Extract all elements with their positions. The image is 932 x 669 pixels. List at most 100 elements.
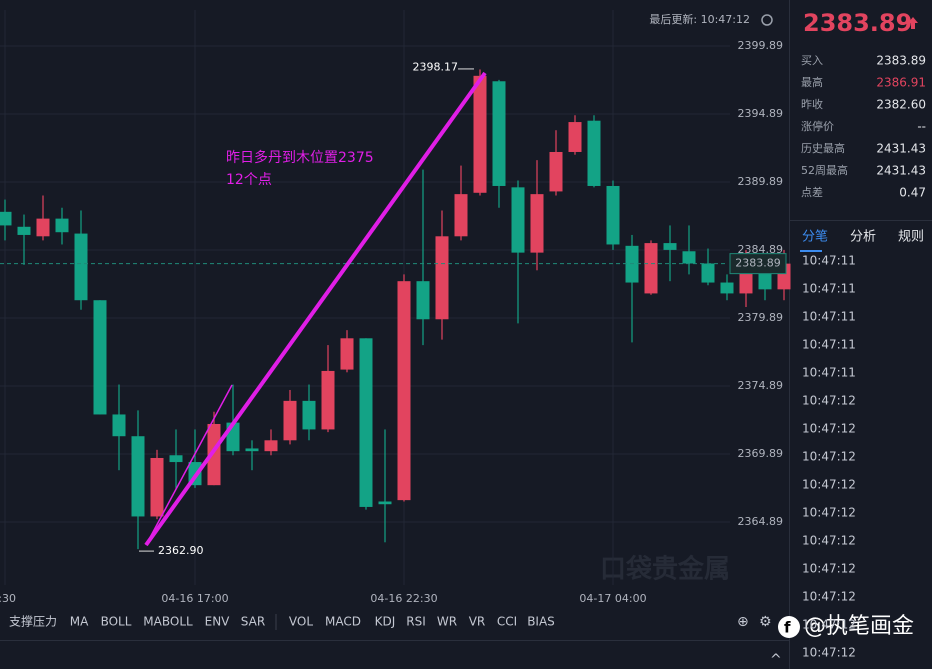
indicator-button[interactable]: CCI (497, 615, 517, 629)
candle-body (701, 263, 715, 283)
indicator-button[interactable]: MABOLL (143, 615, 193, 629)
credit: @执笔画金 (804, 614, 914, 639)
candle-body (36, 218, 50, 237)
candle-body (93, 300, 107, 415)
quote-value: 2382.60 (876, 98, 926, 112)
indicator-button[interactable]: SAR (241, 615, 265, 629)
candle-body (378, 501, 392, 505)
candle-body (150, 457, 164, 517)
indicator-button[interactable]: VR (469, 615, 486, 629)
candle-body (397, 281, 411, 501)
refresh-icon[interactable] (761, 14, 773, 26)
tick-time: 10:47:11 (802, 338, 856, 352)
tick-time: 10:47:11 (802, 282, 856, 296)
last-price-box (729, 253, 787, 275)
chart-area: 2364.89 2369.89 2374.89 2379.89 2384.89 2389.… (0, 10, 791, 605)
indicator-button[interactable]: RSI (406, 615, 426, 629)
candle-body (720, 282, 734, 294)
tick-time: 10:47:12 (802, 450, 856, 464)
last-price-label: 2383.89 (735, 257, 781, 270)
candle-body (644, 243, 658, 294)
candle-body (302, 400, 316, 430)
candle-body (473, 75, 487, 193)
candle-body (454, 194, 468, 237)
tab[interactable]: 分笔 (802, 229, 828, 245)
quote-label: 点差 (801, 185, 823, 199)
tick-time: 10:47:12 (802, 618, 856, 632)
indicator-button[interactable]: 支撑压力 (9, 614, 57, 629)
candle-body (492, 81, 506, 186)
candle-body (587, 120, 601, 186)
quote-value: 0.47 (899, 186, 926, 200)
y-tick-label: 2389.89 (738, 175, 784, 188)
candle-body (416, 281, 430, 320)
candle-body (0, 211, 12, 226)
quote-price: 2383.89 (803, 9, 912, 37)
tab[interactable]: 分析 (850, 230, 876, 245)
indicator-button[interactable]: BIAS (527, 615, 555, 629)
candle-body (321, 370, 335, 430)
annotation-text: 12个点 (226, 172, 272, 188)
quote-label: 昨收 (801, 97, 823, 111)
candle-body (549, 151, 563, 192)
tab[interactable]: 规则 (898, 230, 924, 245)
quote-value: 2431.43 (876, 142, 926, 156)
indicator-button[interactable]: VOL (289, 615, 313, 629)
candle-body (264, 440, 278, 452)
logo-glyph: f (784, 619, 791, 637)
settings-icon[interactable]: ⚙ (759, 614, 772, 630)
x-tick-label: 04-17 04:00 (579, 592, 646, 605)
tick-time: 10:47:12 (802, 534, 856, 548)
up-arrow (908, 17, 918, 29)
quote-value: 2383.89 (876, 54, 926, 68)
logo (778, 616, 800, 638)
tick-time: 10:47:12 (802, 590, 856, 604)
candle-body (283, 400, 297, 441)
x-tick-label: :30 (0, 592, 16, 605)
annotation-line (144, 71, 487, 547)
collapse-icon[interactable]: ^ (770, 652, 782, 668)
y-tick-label: 2384.89 (738, 243, 784, 256)
x-tick-label: 04-16 17:00 (161, 592, 228, 605)
indicator-button[interactable]: MA (70, 615, 89, 629)
divider (790, 220, 932, 221)
candle-body (207, 423, 221, 486)
tick-time: 10:47:11 (802, 366, 856, 380)
low-label: 2362.90 (158, 544, 204, 557)
candle-body (131, 436, 145, 517)
quote-value: 2431.43 (876, 164, 926, 178)
quote-label: 涨停价 (801, 119, 834, 133)
candle-body (55, 218, 69, 233)
high-label: 2398.17 (413, 60, 459, 73)
candle-body (663, 243, 677, 250)
add-icon[interactable]: ⊕ (737, 614, 749, 630)
y-tick-label: 2399.89 (738, 39, 784, 52)
indicator-button[interactable]: BOLL (101, 615, 132, 629)
candle-body (530, 194, 544, 253)
watermark: 口袋贵金属 (600, 554, 730, 585)
quote-label: 历史最高 (801, 141, 845, 155)
candle-body (568, 122, 582, 152)
y-tick-label: 2394.89 (738, 107, 784, 120)
tick-time: 10:47:12 (802, 646, 856, 660)
indicator-button[interactable]: ENV (205, 615, 231, 629)
candle-body (359, 338, 373, 507)
divider (789, 0, 790, 669)
indicator-button[interactable]: MACD (325, 615, 361, 629)
tick-time: 10:47:12 (802, 422, 856, 436)
candle-body (625, 245, 639, 283)
candle-body (245, 448, 259, 452)
tick-time: 10:47:12 (802, 478, 856, 492)
indicator-button[interactable]: WR (437, 615, 457, 629)
x-tick-label: 04-16 22:30 (370, 592, 437, 605)
indicator-button[interactable]: KDJ (375, 615, 396, 629)
y-tick-label: 2379.89 (738, 311, 784, 324)
quote-value: -- (917, 120, 926, 134)
quote-label: 最高 (801, 75, 823, 89)
candle-body (511, 187, 525, 253)
tick-time: 10:47:11 (802, 254, 856, 268)
tick-time: 10:47:12 (802, 394, 856, 408)
candle-body (74, 233, 88, 301)
